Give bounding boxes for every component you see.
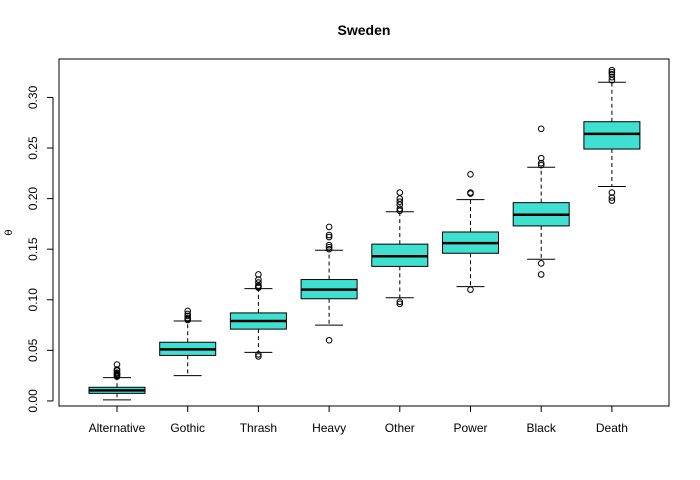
outlier-point	[608, 189, 616, 196]
outlier-point	[113, 369, 121, 376]
outlier-point	[467, 286, 474, 293]
outlier-point	[467, 171, 474, 178]
outlier-point	[113, 366, 121, 373]
outlier-point	[255, 276, 262, 283]
outlier-point	[608, 73, 616, 81]
outlier-point	[255, 279, 262, 286]
outlier-point	[325, 223, 333, 231]
outlier-point	[325, 233, 333, 241]
outlier-point	[325, 231, 333, 239]
outlier-point	[608, 68, 616, 76]
outlier-point	[255, 271, 262, 278]
x-tick-label: Death	[596, 421, 628, 435]
outlier-point	[537, 271, 545, 278]
y-axis: 0.00 0.05 0.10 0.15 0.20 0.25 0.30	[26, 85, 54, 413]
outlier-point	[608, 70, 616, 78]
outlier-point	[608, 194, 616, 201]
outlier-point	[537, 159, 545, 167]
x-tick-label: Thrash	[240, 421, 277, 435]
iqr-box	[583, 121, 641, 150]
x-axis: Alternative Gothic Thrash Heavy Other Power Bl…	[89, 405, 628, 435]
outlier-point	[608, 66, 616, 74]
y-tick-label: 0.10	[26, 288, 40, 312]
y-tick-label: 0.15	[26, 237, 40, 261]
y-tick-label: 0.00	[26, 389, 40, 413]
x-tick-label: Gothic	[170, 421, 205, 435]
outlier-point	[396, 205, 404, 213]
box-death	[583, 66, 641, 204]
outlier-point	[255, 353, 262, 360]
y-tick-label: 0.25	[26, 136, 40, 160]
outlier-point	[113, 361, 121, 368]
outlier-point	[184, 310, 191, 318]
outlier-point	[396, 189, 404, 196]
y-tick-label: 0.20	[26, 187, 40, 211]
outlier-point	[325, 241, 333, 249]
outlier-point	[608, 197, 616, 204]
y-tick-label: 0.05	[26, 338, 40, 362]
outlier-point	[396, 198, 404, 205]
chart-title: Sweden	[338, 22, 391, 38]
outlier-point	[537, 161, 545, 169]
outlier-point	[396, 298, 404, 306]
box-alternative	[88, 361, 146, 401]
x-tick-label: Heavy	[312, 421, 346, 435]
outlier-point	[467, 189, 474, 196]
outlier-point	[325, 245, 333, 253]
box-power	[442, 171, 499, 293]
outlier-point	[537, 154, 545, 162]
outlier-point	[396, 300, 404, 308]
box-other	[371, 189, 429, 308]
outlier-point	[325, 243, 333, 251]
x-tick-label: Power	[453, 421, 487, 435]
x-tick-label: Alternative	[89, 421, 146, 435]
outlier-point	[325, 336, 333, 344]
x-tick-label: Other	[385, 421, 415, 435]
outlier-point	[537, 125, 545, 133]
outlier-point	[184, 307, 191, 315]
plot-frame	[58, 58, 670, 407]
outlier-point	[184, 314, 191, 322]
box-black	[512, 125, 570, 278]
box-gothic	[159, 307, 217, 377]
y-tick-label: 0.30	[26, 85, 40, 109]
box-heavy	[300, 223, 358, 344]
outlier-point	[537, 260, 545, 267]
outlier-point	[184, 312, 191, 320]
boxes-group	[88, 66, 641, 401]
outlier-point	[255, 351, 262, 358]
x-tick-label: Black	[527, 421, 557, 435]
box-thrash	[229, 271, 287, 360]
y-axis-label: θ	[4, 229, 15, 235]
